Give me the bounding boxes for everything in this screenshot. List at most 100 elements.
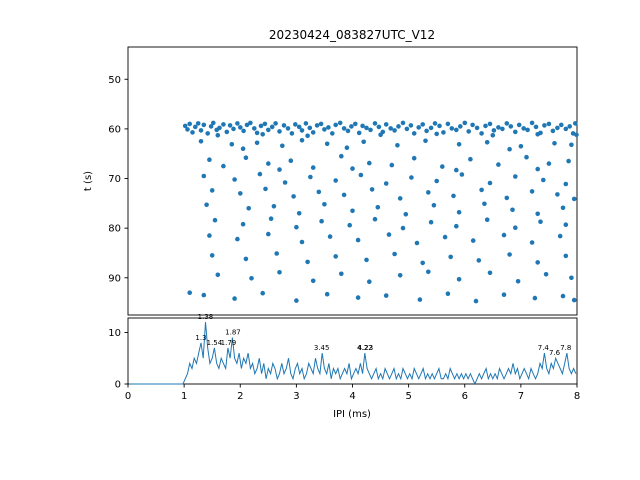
scatter-plot-border: [127, 46, 578, 316]
scatter-point: [552, 141, 557, 146]
scatter-point: [454, 127, 459, 133]
scatter-point: [208, 124, 214, 129]
scatter-point: [324, 141, 330, 147]
scatter-point: [479, 187, 484, 193]
scatter-point: [187, 121, 192, 127]
scatter-point: [571, 196, 577, 202]
scatter-point: [198, 139, 204, 144]
scatter-point: [221, 163, 226, 169]
scatter-point: [441, 130, 446, 135]
y-tick-label: 70: [108, 174, 121, 185]
scatter-point: [386, 232, 392, 237]
scatter-point: [207, 233, 212, 238]
scatter-point: [513, 129, 518, 135]
scatter-point: [515, 279, 521, 284]
scatter-point: [252, 126, 257, 131]
scatter-point: [235, 236, 240, 242]
annotation-label: 1.87: [225, 329, 241, 337]
scatter-point: [288, 158, 294, 163]
histogram-plot-border: [127, 317, 578, 385]
scatter-point: [257, 171, 263, 177]
scatter-point: [535, 132, 540, 137]
scatter-point: [350, 208, 355, 214]
scatter-point: [209, 188, 215, 193]
scatter-point: [535, 166, 540, 172]
scatter-point: [235, 121, 240, 126]
scatter-point: [525, 127, 530, 133]
scatter-point: [195, 121, 201, 126]
scatter-point: [185, 127, 190, 132]
scatter-point: [333, 178, 339, 183]
scatter-point: [420, 260, 426, 266]
scatter-point: [392, 251, 397, 257]
scatter-point: [445, 121, 451, 127]
scatter-point: [305, 259, 310, 265]
scatter-point: [339, 271, 344, 277]
scatter-point: [310, 130, 316, 135]
scatter-point: [550, 128, 556, 134]
scatter-point: [566, 158, 571, 164]
scatter-point: [294, 298, 299, 303]
scatter-point: [459, 172, 465, 177]
scatter-point: [190, 130, 195, 135]
scatter-point: [246, 206, 251, 211]
scatter-point: [474, 125, 480, 131]
scatter-point: [538, 219, 543, 224]
scatter-point: [198, 128, 204, 133]
scatter-point: [318, 121, 324, 127]
scatter-point: [383, 293, 389, 298]
scatter-point: [277, 270, 282, 275]
scatter-point: [355, 295, 361, 300]
scatter-point: [269, 124, 275, 130]
scatter-point: [341, 192, 347, 198]
scatter-point: [397, 196, 403, 201]
scatter-point: [569, 275, 574, 281]
scatter-point: [330, 131, 335, 136]
scatter-point: [542, 123, 547, 128]
scatter-point: [546, 161, 552, 166]
scatter-point: [500, 126, 505, 132]
annotation-label: 1.54: [207, 339, 223, 347]
scatter-point: [367, 279, 372, 285]
scatter-point: [369, 187, 375, 192]
scatter-point: [303, 121, 309, 126]
scatter-point: [215, 272, 221, 278]
scatter-point: [364, 257, 369, 263]
scatter-point: [294, 224, 299, 230]
scatter-point: [462, 120, 468, 126]
scatter-point: [470, 238, 476, 243]
scatter-point: [282, 180, 288, 185]
scatter-point: [224, 129, 230, 135]
scatter-point: [403, 212, 409, 217]
scatter-point: [508, 124, 514, 129]
scatter-point: [209, 253, 215, 258]
scatter-point: [442, 234, 448, 240]
scatter-point: [434, 131, 440, 137]
scatter-point: [266, 231, 271, 237]
scatter-point: [428, 219, 434, 225]
scatter-point: [182, 123, 188, 129]
scatter-point: [484, 140, 490, 145]
scatter-point: [299, 239, 305, 245]
scatter-point: [193, 124, 198, 130]
scatter-point: [367, 160, 372, 166]
scatter-point: [426, 269, 431, 275]
scatter-point: [289, 131, 295, 136]
x-tick-label: 5: [405, 391, 411, 402]
y-tick-label: 10: [108, 328, 121, 339]
scatter-point: [404, 126, 410, 132]
scatter-point: [456, 142, 462, 147]
scatter-point: [308, 174, 313, 180]
scatter-point: [490, 133, 496, 138]
scatter-point: [221, 122, 226, 127]
scatter-point: [482, 201, 487, 207]
scatter-point: [305, 133, 310, 139]
y-tick-label: 0: [115, 380, 121, 391]
scatter-point: [501, 292, 507, 298]
scatter-point: [274, 251, 280, 256]
annotation-label: 3.45: [314, 344, 330, 352]
scatter-point: [449, 126, 455, 131]
scatter-point: [378, 132, 383, 138]
scatter-point: [358, 172, 364, 178]
